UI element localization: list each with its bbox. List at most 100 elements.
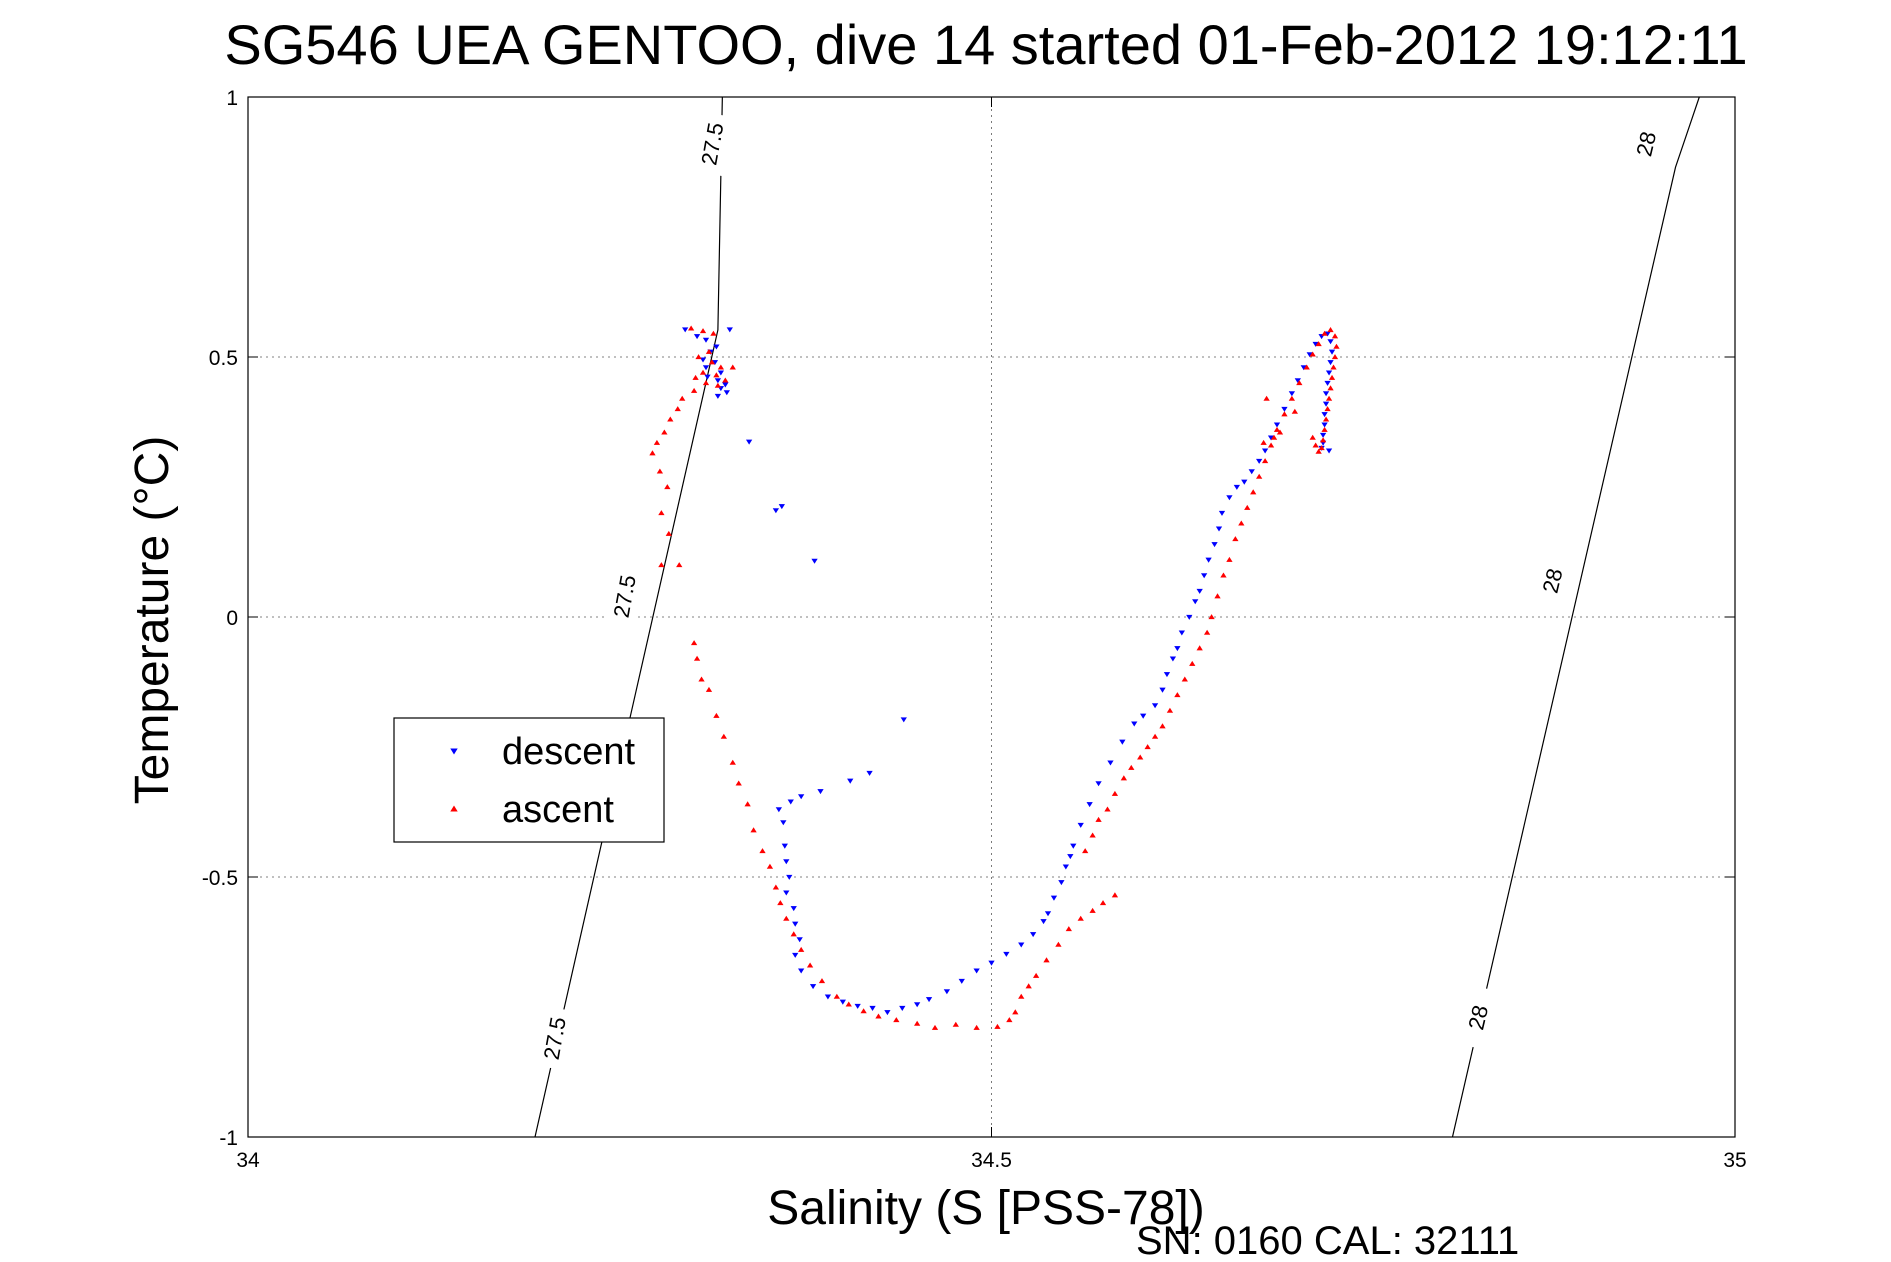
point-descent-105	[1321, 422, 1328, 428]
point-descent-32	[790, 906, 797, 912]
point-descent-98	[1328, 349, 1336, 355]
point-descent-54	[1044, 911, 1052, 917]
legend-label-descent: descent	[502, 731, 636, 773]
point-ascent-119	[1309, 434, 1316, 440]
point-descent-31	[783, 890, 790, 896]
point-descent-59	[1070, 843, 1077, 849]
point-descent-50	[1003, 951, 1010, 957]
y-tick-label-2: 0	[226, 607, 238, 630]
point-descent-88	[1273, 422, 1281, 428]
point-descent-49	[988, 960, 995, 966]
contour-label-bg-1-0	[1455, 984, 1501, 1051]
point-ascent-36	[750, 827, 757, 833]
point-ascent-18	[661, 429, 668, 435]
point-descent-68	[1159, 687, 1166, 693]
point-ascent-108	[1330, 364, 1337, 370]
contour-label-bg-1-2	[1623, 110, 1669, 177]
y-tick-label-1: 0.5	[209, 347, 238, 370]
point-descent-34	[796, 937, 803, 943]
point-ascent-107	[1331, 354, 1339, 360]
point-descent-48	[973, 968, 980, 974]
point-ascent-47	[845, 1001, 852, 1007]
point-descent-2	[702, 337, 710, 343]
point-ascent-6	[717, 364, 725, 370]
point-descent-8	[717, 370, 725, 376]
contour-label-bg-1-1	[1529, 547, 1575, 614]
point-ascent-102	[1315, 341, 1322, 347]
point-ascent-67	[1111, 892, 1119, 898]
series-ascent	[649, 325, 1340, 1030]
point-ascent-10	[722, 377, 729, 383]
point-descent-89	[1281, 406, 1288, 412]
point-descent-13	[723, 390, 730, 396]
point-ascent-120	[1270, 434, 1278, 440]
point-ascent-14	[690, 387, 698, 393]
point-descent-63	[1107, 760, 1114, 766]
point-descent-25	[787, 799, 794, 805]
point-ascent-101	[1309, 351, 1316, 357]
point-ascent-16	[674, 406, 681, 412]
point-ascent-100	[1303, 364, 1310, 370]
x-axis-ticks: 34 34.5 35	[236, 97, 1747, 1172]
point-ascent-63	[1065, 926, 1072, 932]
chart-title: SG546 UEA GENTOO, dive 14 started 01-Feb…	[224, 13, 1747, 76]
point-descent-85	[1256, 458, 1263, 464]
point-ascent-23	[658, 510, 665, 516]
point-ascent-53	[952, 1021, 959, 1027]
point-descent-44	[914, 1002, 921, 1008]
point-descent-56	[1058, 880, 1065, 886]
point-ascent-111	[1325, 395, 1333, 401]
y-tick-label-0: 1	[226, 87, 238, 110]
contour-label-28-2: 28	[1631, 129, 1661, 159]
point-ascent-62	[1055, 941, 1062, 947]
data-series	[649, 325, 1340, 1030]
point-ascent-38	[766, 863, 774, 869]
point-ascent-66	[1099, 900, 1107, 906]
point-descent-51	[1018, 942, 1025, 948]
point-ascent-98	[1288, 395, 1296, 401]
point-ascent-33	[729, 759, 736, 765]
point-ascent-19	[653, 439, 661, 445]
point-ascent-28	[693, 655, 701, 661]
point-descent-23	[817, 789, 824, 795]
point-descent-101	[1324, 380, 1331, 386]
point-ascent-44	[806, 962, 814, 968]
y-axis-label: Temperature (°C)	[126, 436, 179, 805]
point-descent-78	[1211, 542, 1218, 548]
point-descent-61	[1086, 802, 1093, 808]
x-tick-label-0: 34	[236, 1149, 260, 1172]
contour-label-28-0: 28	[1463, 1003, 1493, 1033]
point-ascent-64	[1077, 915, 1084, 921]
point-ascent-75	[1137, 754, 1144, 760]
point-ascent-37	[759, 848, 766, 854]
point-ascent-21	[656, 468, 664, 474]
point-descent-74	[1192, 599, 1199, 605]
point-ascent-89	[1232, 536, 1239, 542]
point-descent-21	[866, 770, 873, 776]
point-descent-70	[1169, 656, 1177, 662]
point-ascent-3	[705, 348, 713, 354]
point-descent-109	[1325, 448, 1333, 454]
point-ascent-72	[1111, 790, 1119, 796]
legend: descent ascent	[393, 717, 665, 843]
point-ascent-29	[698, 676, 705, 682]
point-descent-67	[1151, 703, 1159, 709]
point-descent-104	[1321, 412, 1328, 418]
contour-label-28-1: 28	[1538, 566, 1568, 596]
y-tick-label-3: -0.5	[202, 867, 238, 890]
point-ascent-85	[1208, 614, 1215, 620]
point-ascent-31	[713, 712, 720, 718]
point-descent-16	[745, 439, 753, 445]
point-descent-81	[1226, 495, 1233, 501]
point-descent-11	[722, 382, 729, 388]
point-descent-86	[1261, 448, 1269, 454]
point-ascent-84	[1203, 629, 1211, 635]
point-descent-46	[943, 989, 951, 995]
point-ascent-12	[714, 382, 722, 388]
point-ascent-93	[1256, 473, 1263, 479]
contour-label-bg-0-2	[690, 111, 734, 177]
point-descent-57	[1062, 864, 1069, 870]
point-descent-41	[869, 1005, 876, 1011]
point-descent-26	[775, 807, 783, 813]
point-ascent-30	[705, 686, 713, 692]
